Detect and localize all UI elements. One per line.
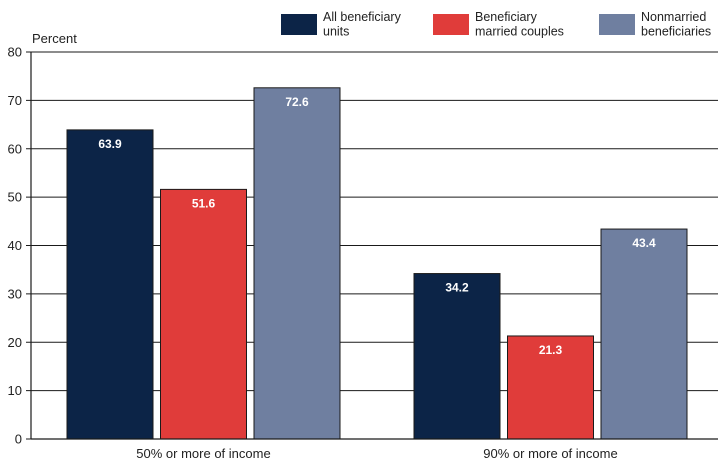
- y-tick-label: 50: [8, 190, 22, 205]
- legend-label: married couples: [475, 25, 564, 39]
- bars: 63.9 51.6 72.6 34.2 21.3 43.4: [66, 87, 688, 440]
- y-tick-label: 0: [15, 432, 22, 447]
- legend-label: beneficiaries: [641, 25, 711, 39]
- y-tick-label: 60: [8, 141, 22, 156]
- legend-label: Nonmarried: [641, 10, 706, 24]
- y-tick-label: 20: [8, 335, 22, 350]
- x-category-label: 50% or more of income: [136, 446, 270, 461]
- data-label: 21.3: [539, 343, 563, 357]
- data-label: 34.2: [445, 281, 469, 295]
- y-tick-label: 40: [8, 238, 22, 253]
- bar: [66, 129, 154, 440]
- legend-swatch: [599, 14, 635, 35]
- bar: [600, 228, 688, 440]
- legend-label: units: [323, 25, 349, 39]
- y-axis-label: Percent: [32, 31, 77, 46]
- y-tick-label: 80: [8, 45, 22, 60]
- data-label: 51.6: [192, 196, 216, 210]
- legend-label: Beneficiary: [475, 10, 538, 24]
- y-tick-label: 30: [8, 286, 22, 301]
- axes: 0 10 20 30 40 50 60 70 80 50% or more of income 90…: [8, 45, 718, 461]
- bar: [253, 87, 341, 440]
- data-label: 63.9: [98, 137, 122, 151]
- legend-swatch: [281, 14, 317, 35]
- bar: [507, 335, 594, 440]
- bar: [160, 188, 247, 440]
- data-label: 43.4: [632, 236, 656, 250]
- x-category-label: 90% or more of income: [483, 446, 617, 461]
- y-tick-label: 70: [8, 93, 22, 108]
- data-label: 72.6: [285, 95, 309, 109]
- legend-label: All beneficiary: [323, 10, 402, 24]
- y-tick-label: 10: [8, 383, 22, 398]
- bar: [413, 273, 501, 440]
- legend-swatch: [433, 14, 469, 35]
